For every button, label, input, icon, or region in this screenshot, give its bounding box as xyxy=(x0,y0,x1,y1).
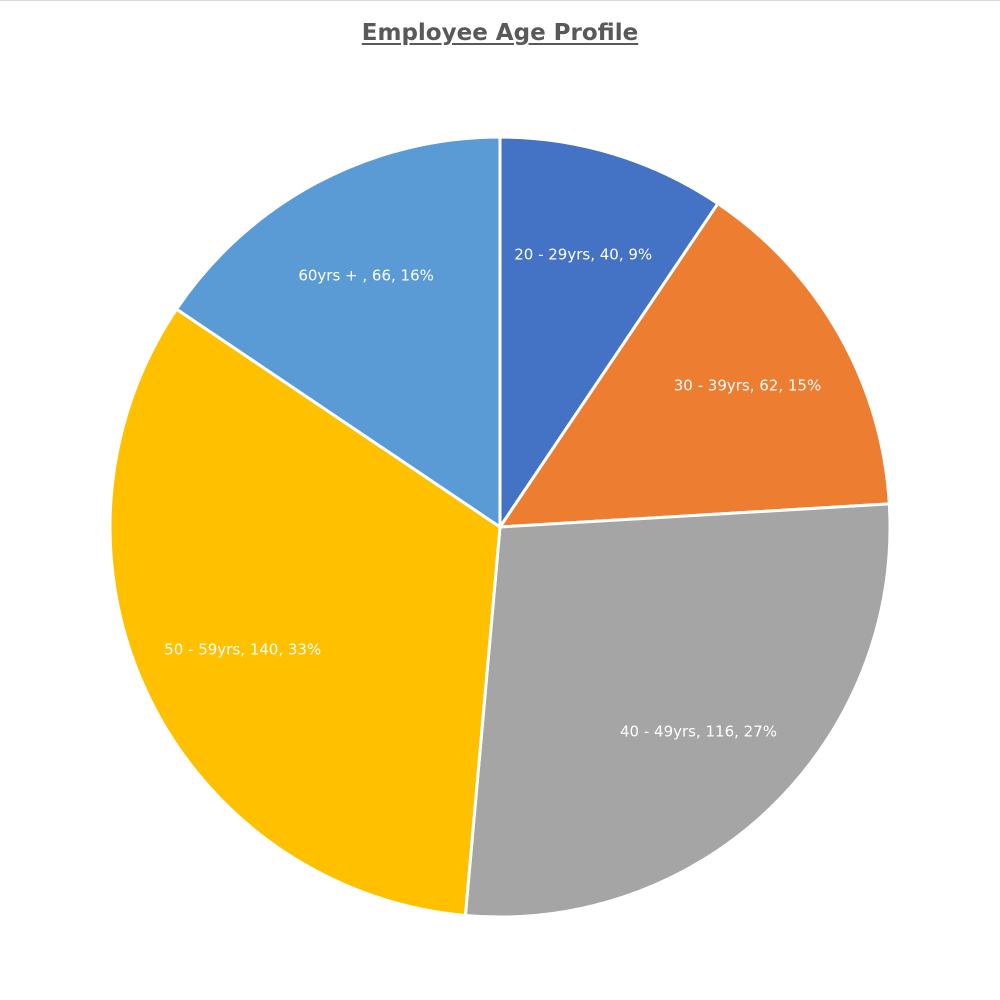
pie-data-label: 40 - 49yrs, 116, 27% xyxy=(620,723,777,741)
pie-slice-40-49yrs xyxy=(463,502,892,919)
pie-data-label: 60yrs + , 66, 16% xyxy=(298,266,434,284)
pie-slice-50-59yrs xyxy=(108,307,502,917)
pie-slice-30-39yrs xyxy=(498,202,891,529)
pie-data-label: 50 - 59yrs, 140, 33% xyxy=(164,641,321,659)
pie-slice-20-29yrs xyxy=(498,135,720,529)
pie-data-label: 30 - 39yrs, 62, 15% xyxy=(674,377,821,395)
pie-data-label: 20 - 29yrs, 40, 9% xyxy=(514,245,652,263)
pie-slice-60yrs xyxy=(175,135,502,529)
top-border-line xyxy=(0,0,1000,1)
pie-labels: 20 - 29yrs, 40, 9% 30 - 39yrs, 62, 15% 40 … xyxy=(164,245,821,740)
pie-slices xyxy=(108,135,892,919)
chart-title: Employee Age Profile xyxy=(361,20,639,46)
